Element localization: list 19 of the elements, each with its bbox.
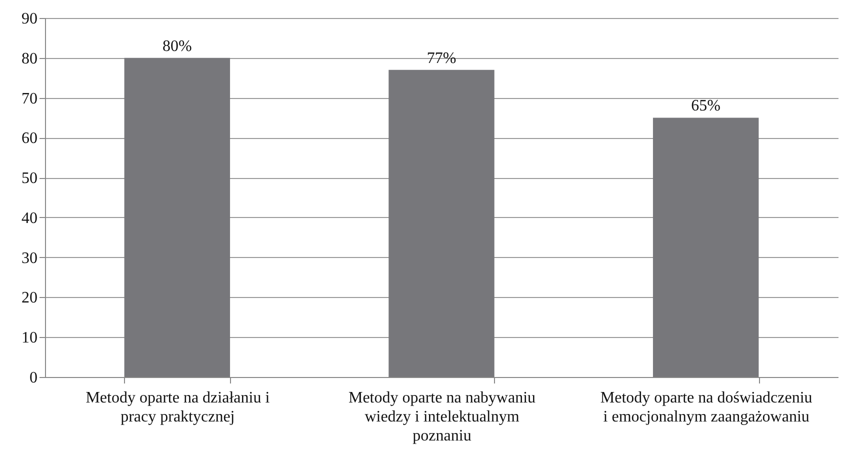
y-tick-label: 50	[22, 170, 38, 188]
y-tick-label: 10	[22, 330, 38, 347]
y-tick-label: 30	[22, 250, 38, 267]
bar	[652, 118, 759, 377]
bar	[124, 58, 230, 377]
data-label: 77%	[426, 50, 456, 67]
y-tick-label: 60	[22, 130, 38, 148]
bar	[388, 70, 494, 377]
data-label: 65%	[691, 98, 720, 115]
x-tick-label: Metody oparte na doświadczeniu i emocjonalnym zaangażowaniu	[600, 390, 812, 426]
y-tick-label: 20	[22, 290, 38, 307]
x-tick-label: Metody oparte na nabywaniu wiedzy i intelektualnym poznaniu	[348, 390, 536, 444]
y-tick-label: 70	[22, 90, 38, 108]
data-label: 80%	[162, 38, 192, 55]
y-tick-label: 90	[22, 10, 38, 28]
y-tick-label: 0	[30, 370, 38, 386]
y-tick-label: 80	[22, 50, 38, 68]
y-tick-label: 40	[22, 210, 38, 227]
x-tick-label: Metody oparte na działaniu i pracy praktycznej	[86, 390, 270, 426]
